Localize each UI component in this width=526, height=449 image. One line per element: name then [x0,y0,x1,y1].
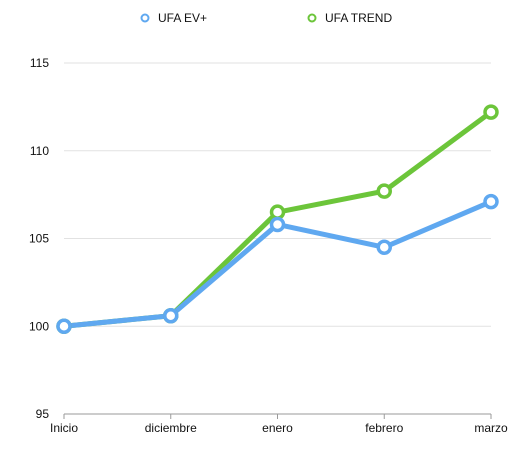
x-tick-label: enero [262,421,293,435]
y-tick-label: 105 [29,232,49,246]
x-tick-label: Inicio [50,421,78,435]
legend-marker [307,13,317,23]
legend-marker [140,13,150,23]
legend-label: UFA TREND [325,11,392,25]
y-tick-label: 100 [29,319,49,333]
axes [63,413,492,419]
data-point [376,239,392,256]
data-point [269,204,286,220]
series-points [56,104,499,334]
data-point [269,216,286,233]
x-tick-label: marzo [474,421,508,435]
y-axis-tick-labels: 95 100 105 110 115 [29,56,49,421]
data-point [163,307,179,324]
data-point [483,104,499,120]
x-axis-tick-labels: Inicio diciembre enero febrero marzo [50,421,508,435]
legend-label: UFA EV+ [158,11,207,25]
y-tick-label: 95 [36,407,50,421]
data-point [376,183,392,199]
y-tick-label: 115 [30,56,49,70]
legend: UFA EV+ UFA TREND [140,11,392,25]
grid-lines [64,62,491,327]
y-tick-label: 110 [30,144,49,158]
x-tick-label: febrero [365,421,403,435]
x-tick-label: diciembre [145,421,197,435]
data-point [56,318,72,334]
data-point [483,193,499,210]
